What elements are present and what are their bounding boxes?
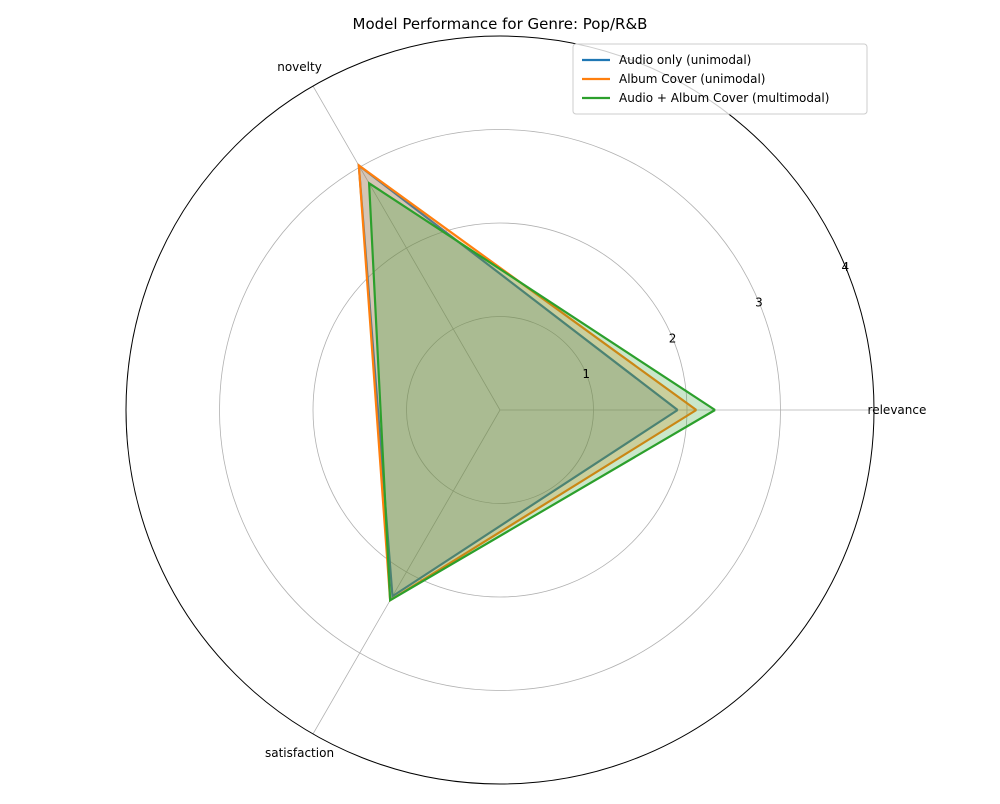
spoke-satisfaction <box>312 409 501 735</box>
series-fill-1 <box>358 165 697 601</box>
series-line-0 <box>357 163 679 599</box>
grid-layer <box>125 35 875 785</box>
r-tick-label: 1 <box>582 367 590 381</box>
legend-frame <box>572 43 868 115</box>
series-line-2 <box>367 181 716 603</box>
series-fill-2 <box>369 183 716 601</box>
r-tick-label: 3 <box>755 296 763 310</box>
series-fill-0 <box>358 165 678 597</box>
spoke-novelty <box>312 85 501 411</box>
polar-frame <box>125 35 875 785</box>
r-tick-label: 4 <box>842 260 850 274</box>
axis-label-satisfaction: satisfaction <box>265 746 334 760</box>
label-layer: 1 2 3 4 relevance novelty satisfaction <box>265 60 926 760</box>
legend-label-2: Audio + Album Cover (multimodal) <box>619 91 829 105</box>
axis-label-novelty: novelty <box>277 60 322 74</box>
chart-title: Model Performance for Genre: Pop/R&B <box>353 15 648 33</box>
r-tick-label: 2 <box>669 331 677 345</box>
legend: Audio only (unimodal) Album Cover (unimod… <box>572 43 868 115</box>
legend-label-0: Audio only (unimodal) <box>619 53 751 67</box>
series-layer <box>357 163 716 603</box>
axis-label-relevance: relevance <box>868 403 927 417</box>
legend-label-1: Album Cover (unimodal) <box>619 72 765 86</box>
